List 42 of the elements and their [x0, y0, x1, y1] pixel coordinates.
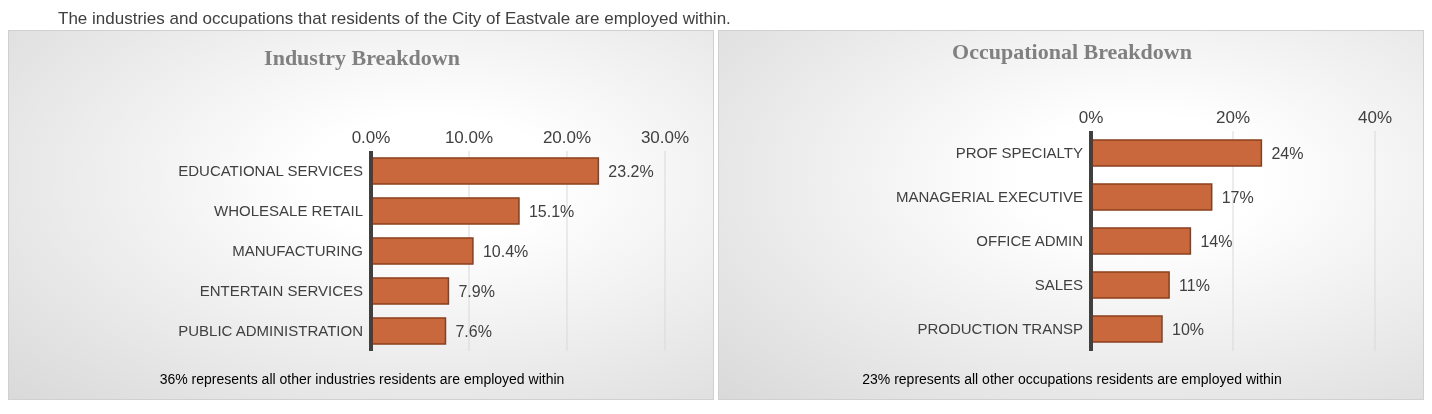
- data-label: 7.6%: [455, 322, 492, 340]
- y-tick-label: EDUCATIONAL SERVICES: [178, 162, 363, 180]
- y-tick-label: PRODUCTION TRANSP: [917, 320, 1083, 338]
- y-tick-label: SALES: [1034, 276, 1083, 294]
- bar: [1091, 139, 1263, 167]
- bar: [1091, 271, 1170, 299]
- bar: [1091, 227, 1192, 255]
- x-tick-label: 10.0%: [444, 128, 494, 147]
- data-label: 23.2%: [608, 162, 654, 180]
- text: The industries and occupations that residents of the City of Eastvale are employed within.: [57, 8, 732, 30]
- bar: [371, 317, 447, 345]
- y-tick-label: PUBLIC ADMINISTRATION: [178, 322, 363, 340]
- x-tick-label: 20%: [1215, 108, 1251, 127]
- data-label: 17%: [1221, 188, 1254, 206]
- y-tick-label: OFFICE ADMIN: [976, 232, 1083, 250]
- bar: [371, 277, 450, 305]
- x-tick-label: 0%: [1078, 108, 1104, 127]
- x-tick-label: 20.0%: [542, 128, 592, 147]
- data-label: 11%: [1179, 276, 1210, 294]
- data-label: 24%: [1271, 144, 1304, 162]
- data-label: 15.1%: [528, 202, 575, 220]
- x-tick-label: 30.0%: [640, 128, 690, 147]
- y-tick-label: MANUFACTURING: [232, 242, 363, 260]
- data-label: 14%: [1200, 232, 1233, 250]
- bar: [371, 157, 600, 185]
- chart-title: Occupational Breakdown: [951, 39, 1193, 65]
- x-tick-label: 0.0%: [351, 128, 391, 147]
- data-label: 10.4%: [482, 242, 529, 260]
- data-label: 7.9%: [458, 282, 495, 300]
- data-label: 10%: [1172, 320, 1205, 338]
- x-tick-label: 40%: [1357, 108, 1393, 127]
- y-tick-label: ENTERTAIN SERVICES: [199, 282, 363, 300]
- y-tick-label: WHOLESALE RETAIL: [214, 202, 363, 220]
- text: 36% represents all other industries residents are employed within: [158, 371, 566, 387]
- bar: [1091, 315, 1163, 343]
- y-tick-label: MANAGERIAL EXECUTIVE: [896, 188, 1083, 206]
- chart-title: Industry Breakdown: [263, 45, 461, 71]
- bar: [371, 197, 520, 225]
- text: 23% represents all other occupations residents are employed within: [861, 371, 1283, 387]
- y-tick-label: PROF SPECIALTY: [955, 144, 1083, 162]
- bar: [371, 237, 474, 265]
- bar: [1091, 183, 1213, 211]
